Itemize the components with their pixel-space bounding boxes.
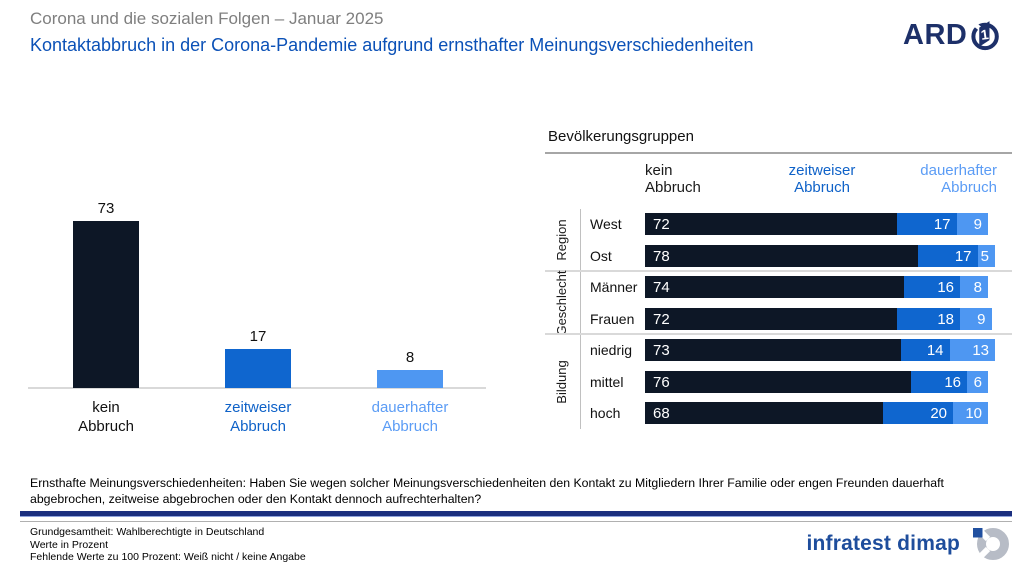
row-label: Frauen <box>590 311 635 327</box>
infratest-dimap-logo: infratest dimap <box>640 524 1012 564</box>
group-divider-vertical <box>580 209 581 429</box>
bar-segment: 13 <box>949 339 995 361</box>
bar-segment: 17 <box>918 245 978 267</box>
stacked-bar: 73 14 13 <box>645 339 995 361</box>
value-label: 73 <box>97 200 115 217</box>
bar-segment: 6 <box>967 371 988 393</box>
footer-rule-gray <box>20 521 1012 522</box>
row-label: Männer <box>590 279 638 295</box>
overall-bar-chart: 73 kein Abbruch 17 zeitweiser Abbruch 8 dauerha… <box>28 190 486 440</box>
category-label: dauerhafter Abbruch <box>371 399 449 435</box>
bar-segment: 10 <box>953 402 988 424</box>
footnotes: Grundgesamtheit: Wahlberechtigte in Deut… <box>30 526 306 564</box>
bar-segment: 72 <box>645 308 897 330</box>
question-text: Ernsthafte Meinungsverschiedenheiten: Ha… <box>30 476 944 506</box>
footnote-line: Werte in Prozent <box>30 538 109 551</box>
category-label: kein Abbruch <box>78 399 134 435</box>
stacked-bar: 72 18 9 <box>645 308 992 330</box>
bar-segment: 20 <box>883 402 953 424</box>
group-separator <box>545 333 1012 335</box>
category-label: zeitweiser Abbruch <box>224 399 292 435</box>
column-header: dauerhafter Abbruch <box>920 162 997 196</box>
bar <box>225 349 291 388</box>
ard-logo: ARD 1 <box>903 10 1003 60</box>
bar-segment: 9 <box>956 213 988 235</box>
stacked-bar: 76 16 6 <box>645 371 988 393</box>
bar-segment: 73 <box>645 339 901 361</box>
groups-rows: West 72 17 9 Ost 78 17 5 Männer 74 16 8 Frauen 72 18 9 n… <box>545 209 1012 429</box>
pretitle: Corona und die sozialen Folgen – Januar … <box>30 9 384 28</box>
row-label: niedrig <box>590 342 633 358</box>
bar-segment: 5 <box>977 245 995 267</box>
bar-segment: 74 <box>645 276 904 298</box>
group-label: Bildung <box>554 360 569 404</box>
ard-one-circle-icon: 1 <box>971 21 1000 51</box>
value-label: 17 <box>249 328 267 345</box>
bar-segment: 18 <box>897 308 960 330</box>
column-header: kein Abbruch <box>645 162 701 196</box>
group-label: Geschlecht <box>554 270 569 336</box>
footer-rule-navy <box>20 511 1012 517</box>
stacked-bar: 78 17 5 <box>645 245 995 267</box>
row-label: mittel <box>590 374 624 390</box>
group-separator <box>545 270 1012 272</box>
bar-segment: 14 <box>900 339 950 361</box>
bar-segment: 78 <box>645 245 918 267</box>
bar-segment: 68 <box>645 402 883 424</box>
groups-title: Bevölkerungsgruppen <box>548 128 694 145</box>
infratest-dimap-mark-icon <box>971 525 1009 563</box>
column-header: zeitweiser Abbruch <box>788 162 856 196</box>
page-title: Kontaktabbruch in der Corona-Pandemie au… <box>30 35 754 55</box>
bar <box>73 221 139 388</box>
value-label: 8 <box>405 349 415 366</box>
footnote-line: Fehlende Werte zu 100 Prozent: Weiß nich… <box>30 551 306 563</box>
groups-panel: Bevölkerungsgruppen kein Abbruch zeitweise… <box>545 128 1012 440</box>
bar-segment: 16 <box>904 276 960 298</box>
footnote-line: Grundgesamtheit: Wahlberechtigte in Deut… <box>30 526 265 538</box>
svg-text:1: 1 <box>980 26 990 43</box>
row-label: hoch <box>590 405 621 421</box>
bar-segment: 9 <box>960 308 992 330</box>
row-label: Ost <box>590 248 612 264</box>
row-label: West <box>590 216 622 232</box>
bar-segment: 16 <box>911 371 967 393</box>
bar-segment: 72 <box>645 213 897 235</box>
bar-segment: 17 <box>897 213 957 235</box>
stacked-bar: 74 16 8 <box>645 276 988 298</box>
stacked-bar: 72 17 9 <box>645 213 988 235</box>
bar <box>377 370 443 388</box>
bar-segment: 76 <box>645 371 911 393</box>
infratest-dimap-logo-text: infratest dimap <box>806 532 960 555</box>
stacked-bar: 68 20 10 <box>645 402 988 424</box>
chart-baseline <box>28 387 486 389</box>
bar-segment: 8 <box>960 276 988 298</box>
groups-title-rule <box>545 152 1012 154</box>
ard-logo-text: ARD <box>903 18 968 51</box>
